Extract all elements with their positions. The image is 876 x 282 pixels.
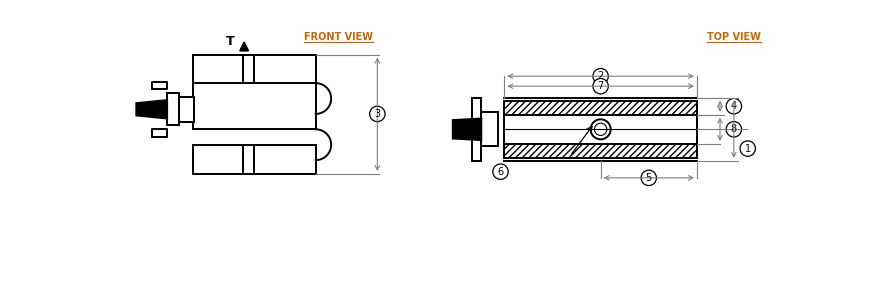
Polygon shape [453, 118, 481, 140]
Text: TOP VIEW: TOP VIEW [707, 32, 760, 41]
Text: 4: 4 [731, 101, 737, 111]
Circle shape [740, 141, 755, 156]
Bar [179, 97, 194, 122]
Circle shape [593, 78, 608, 94]
Text: 8: 8 [731, 124, 737, 134]
Circle shape [590, 119, 611, 139]
Bar [481, 113, 498, 146]
Bar [193, 145, 315, 174]
Text: 2: 2 [597, 71, 604, 81]
Bar [505, 115, 697, 144]
Circle shape [593, 69, 608, 84]
Circle shape [493, 164, 508, 179]
Text: 1: 1 [745, 144, 751, 154]
Bar [193, 83, 315, 129]
Circle shape [641, 170, 656, 186]
Text: 5: 5 [646, 173, 652, 183]
Circle shape [726, 122, 742, 137]
Bar [193, 55, 315, 83]
Bar [505, 144, 697, 158]
Polygon shape [137, 100, 167, 118]
Text: 6: 6 [498, 167, 504, 177]
Circle shape [726, 98, 742, 114]
Text: 7: 7 [597, 81, 604, 91]
Text: 3: 3 [374, 109, 380, 119]
Bar [505, 101, 697, 115]
Circle shape [370, 106, 385, 122]
Text: T: T [226, 36, 235, 49]
Text: FRONT VIEW: FRONT VIEW [304, 32, 373, 41]
Bar [472, 98, 481, 161]
Bar [167, 93, 179, 125]
